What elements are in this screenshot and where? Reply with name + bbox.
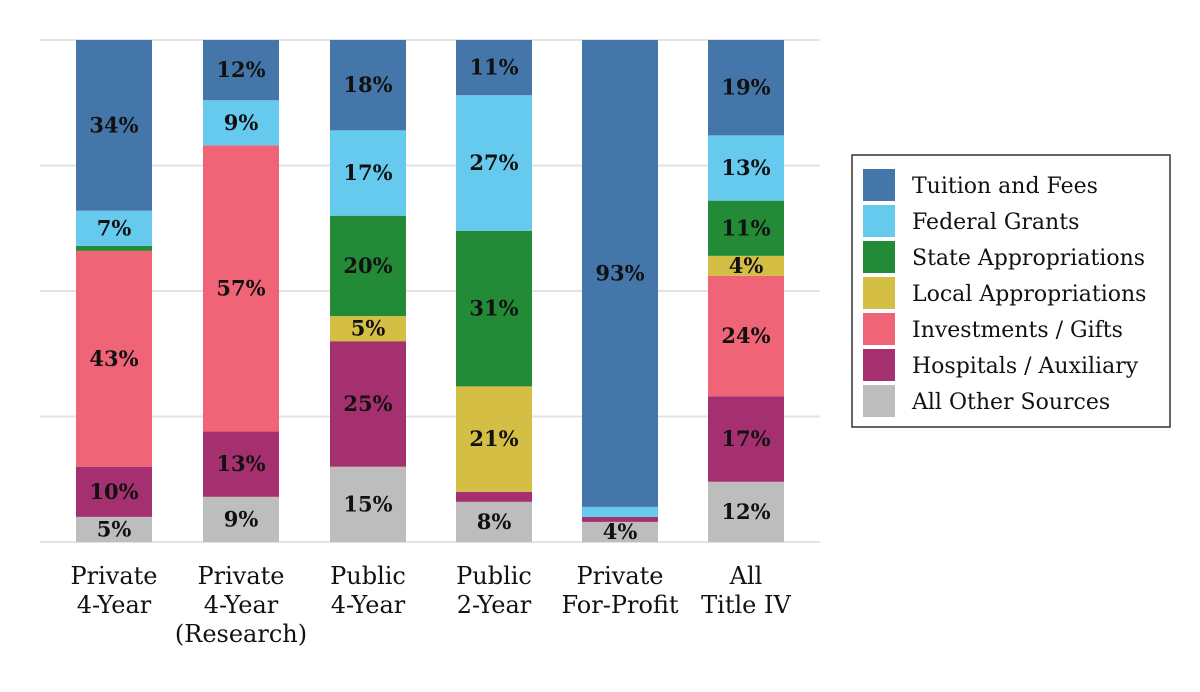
bar-segment-tuition-and-fees: [203, 40, 279, 101]
data-label: 93%: [595, 260, 644, 285]
bar-segment-hospitals-auxiliary: [456, 491, 532, 502]
legend-swatch-all-other-sources: [863, 385, 895, 417]
bar-segment-all-other-sources: [582, 521, 658, 542]
data-label: 12%: [216, 57, 265, 82]
data-label: 9%: [224, 506, 259, 531]
data-label: 18%: [343, 72, 392, 97]
bar-segment-state-appropriations: [330, 215, 406, 317]
bar-segment-federal-grants: [708, 135, 784, 201]
data-label: 20%: [343, 253, 392, 278]
data-label: 8%: [477, 509, 512, 534]
gridlines: [40, 39, 820, 543]
data-label: 34%: [89, 112, 138, 137]
data-label: 11%: [721, 215, 770, 240]
legend-swatch-tuition-and-fees: [863, 169, 895, 201]
bar-segment-local-appropriations: [330, 316, 406, 342]
legend: Tuition and Fees Federal Grants State Appr…: [851, 154, 1171, 428]
bar-segment-hospitals-auxiliary: [76, 466, 152, 517]
bar-segment-state-appropriations: [76, 245, 152, 251]
bar-segment-federal-grants: [76, 210, 152, 246]
legend-swatch-investments-gifts: [863, 313, 895, 345]
legend-entry: Tuition and Fees: [912, 174, 1098, 199]
data-label: 17%: [721, 426, 770, 451]
data-label: 4%: [603, 519, 638, 544]
bar-segment-federal-grants: [456, 95, 532, 231]
category-label: All Title IV: [701, 562, 791, 619]
bar-segment-state-appropriations: [456, 230, 532, 387]
data-label: 17%: [343, 160, 392, 185]
legend-swatch-hospitals-auxiliary: [863, 349, 895, 381]
data-label: 19%: [721, 75, 770, 100]
category-label: Private 4-Year (Research): [175, 562, 307, 648]
category-label: Private 4-Year: [70, 562, 157, 619]
bar-segment-federal-grants: [582, 506, 658, 517]
bar-segment-hospitals-auxiliary: [708, 396, 784, 482]
data-label: 9%: [224, 110, 259, 135]
category-labels: Private 4-Year Private 4-Year (Research) Publ…: [70, 562, 791, 648]
data-label: 10%: [89, 479, 138, 504]
data-label: 11%: [469, 55, 518, 80]
bar-segment-all-other-sources: [76, 516, 152, 542]
bar-segment-all-other-sources: [330, 466, 406, 542]
data-label: 25%: [343, 391, 392, 416]
bar-segment-hospitals-auxiliary: [330, 341, 406, 467]
data-label: 13%: [721, 155, 770, 180]
bar-segment-investments-gifts: [76, 250, 152, 467]
bar-segment-all-other-sources: [203, 496, 279, 542]
legend-entry: Hospitals / Auxiliary: [912, 354, 1139, 379]
legend-entry: All Other Sources: [911, 390, 1110, 415]
bar-segment-local-appropriations: [708, 255, 784, 276]
data-label: 13%: [216, 451, 265, 476]
bar-segment-tuition-and-fees: [582, 40, 658, 507]
category-label: Public 2-Year: [456, 562, 532, 619]
legend-entry: Federal Grants: [912, 210, 1079, 235]
data-label: 15%: [343, 491, 392, 516]
data-label: 27%: [469, 150, 518, 175]
legend-entry: Local Appropriations: [912, 282, 1146, 307]
bar-segment-tuition-and-fees: [456, 40, 532, 96]
legend-entry: State Appropriations: [912, 246, 1145, 271]
bar-segment-state-appropriations: [708, 200, 784, 256]
legend-entry: Investments / Gifts: [912, 318, 1123, 343]
legend-swatch-local-appropriations: [863, 277, 895, 309]
bar-segment-tuition-and-fees: [708, 40, 784, 136]
bar-segment-investments-gifts: [203, 145, 279, 432]
data-label: 31%: [469, 296, 518, 321]
bar-segment-tuition-and-fees: [76, 40, 152, 211]
bar-segment-tuition-and-fees: [330, 40, 406, 131]
data-label: 12%: [721, 499, 770, 524]
bar-segment-hospitals-auxiliary: [203, 431, 279, 497]
data-label: 43%: [89, 346, 138, 371]
bar-segment-federal-grants: [203, 100, 279, 146]
bar-segment-federal-grants: [330, 130, 406, 216]
segment-labels: 5% 10% 43% 7% 34% 9% 13% 57% 9% 12% 15% 25% 5% 20% 17%…: [89, 55, 770, 544]
data-label: 24%: [721, 323, 770, 348]
data-label: 5%: [351, 316, 386, 341]
bar-segment-investments-gifts: [708, 275, 784, 397]
category-label: Private For-Profit: [561, 562, 678, 619]
legend-swatch-federal-grants: [863, 205, 895, 237]
category-label: Public 4-Year: [330, 562, 406, 619]
legend-swatch-state-appropriations: [863, 241, 895, 273]
bar-segment-all-other-sources: [708, 481, 784, 542]
data-label: 21%: [469, 426, 518, 451]
data-label: 7%: [97, 215, 132, 240]
bars: [76, 40, 784, 542]
legend-box: [851, 154, 1171, 428]
data-label: 4%: [729, 253, 764, 278]
bar-segment-hospitals-auxiliary: [582, 516, 658, 522]
bar-segment-all-other-sources: [456, 501, 532, 542]
bar-segment-local-appropriations: [456, 386, 532, 492]
data-label: 57%: [216, 275, 265, 300]
data-label: 5%: [97, 516, 132, 541]
